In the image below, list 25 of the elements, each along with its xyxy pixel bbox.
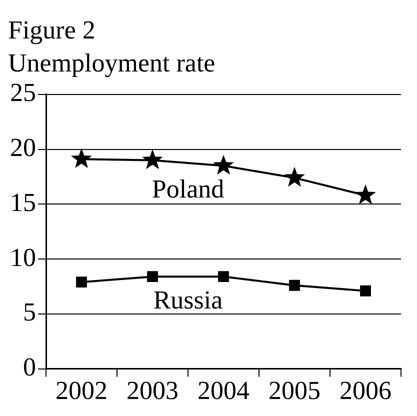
point [142,149,163,170]
x-tick-label: 2002 [56,376,108,406]
point [147,271,158,282]
x-tick-label: 2003 [126,376,178,406]
chart-title: Figure 2 [8,15,96,44]
chart-subtitle: Unemployment rate [8,48,216,78]
point [218,271,229,282]
x-tick-label: 2005 [268,376,320,406]
x-tick-label: 2004 [198,376,250,406]
y-tick-label: 10 [10,242,36,272]
point [355,184,376,204]
y-tick-label: 5 [23,298,36,327]
y-tick-label: 15 [10,188,36,217]
y-tick-label: 25 [10,78,36,108]
point [360,285,371,296]
point [213,154,234,175]
point [284,166,305,187]
point [289,280,300,291]
series-label: Poland [152,174,224,204]
y-tick-label: 20 [10,133,36,162]
point [71,148,92,168]
point [76,276,87,288]
y-tick-label: 0 [23,352,36,382]
x-tick-label: 2006 [340,376,392,406]
series-label: Russia [153,285,224,314]
